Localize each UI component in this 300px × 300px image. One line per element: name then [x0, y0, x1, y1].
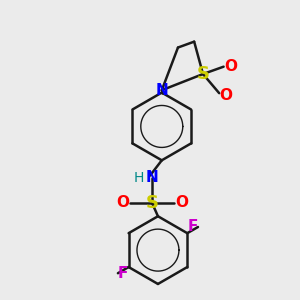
Text: O: O	[219, 88, 232, 103]
Text: N: N	[146, 170, 158, 185]
Text: F: F	[188, 219, 198, 234]
Text: N: N	[155, 83, 168, 98]
Text: H: H	[134, 171, 144, 185]
Text: O: O	[116, 196, 129, 211]
Text: S: S	[196, 65, 209, 83]
Text: F: F	[118, 266, 128, 281]
Text: O: O	[175, 196, 188, 211]
Text: O: O	[224, 58, 238, 74]
Text: S: S	[146, 194, 159, 212]
